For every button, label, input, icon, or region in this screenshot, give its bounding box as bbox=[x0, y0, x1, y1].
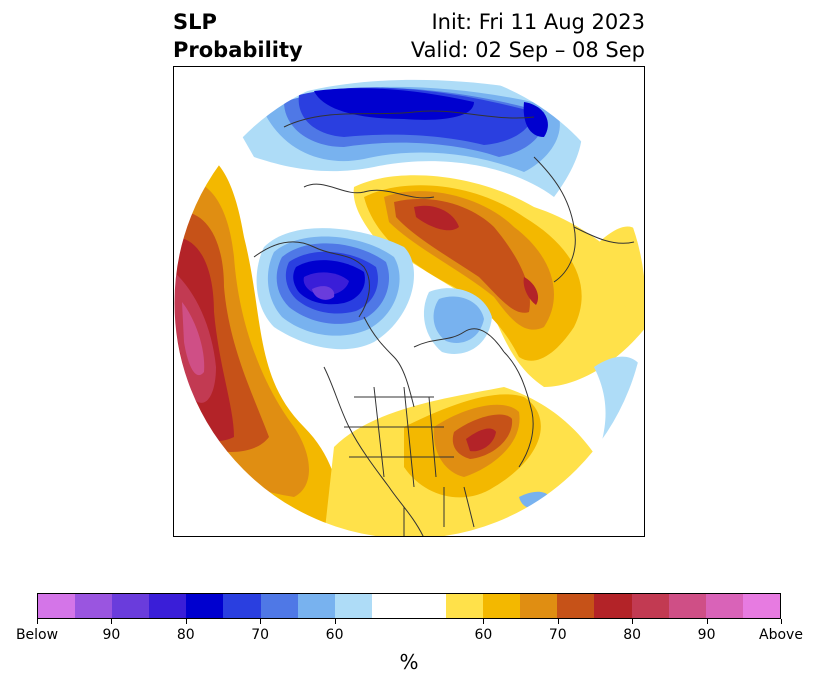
colorbar-tick-mark bbox=[185, 619, 187, 624]
colorbar-segment bbox=[112, 594, 150, 618]
init-date: Init: Fri 11 Aug 2023 bbox=[431, 10, 645, 34]
colorbar-unit-label: % bbox=[399, 650, 419, 674]
shaded-field bbox=[174, 67, 644, 536]
colorbar-segment bbox=[705, 594, 743, 618]
colorbar-segment bbox=[594, 594, 632, 618]
colorbar-tick-label: 70 bbox=[548, 627, 567, 643]
colorbar-tick-mark bbox=[632, 619, 634, 624]
colorbar-segment bbox=[631, 594, 669, 618]
colorbar-tick-mark bbox=[483, 619, 485, 624]
colorbar bbox=[37, 593, 781, 619]
colorbar-tick-label: 80 bbox=[623, 627, 642, 643]
probability-map bbox=[174, 67, 644, 536]
colorbar-tick-label: 90 bbox=[697, 627, 716, 643]
chart-title: SLP Probability bbox=[173, 8, 303, 64]
colorbar-tick-mark bbox=[557, 619, 559, 624]
colorbar-segment bbox=[557, 594, 595, 618]
colorbar-segment bbox=[297, 594, 335, 618]
colorbar-tick-label: 80 bbox=[176, 627, 195, 643]
colorbar-tick-label: Above bbox=[759, 627, 803, 643]
colorbar-segment bbox=[520, 594, 558, 618]
colorbar-tick-label: 60 bbox=[474, 627, 493, 643]
forecast-dates: Init: Fri 11 Aug 2023 Valid: 02 Sep – 08… bbox=[411, 8, 645, 64]
title-line-1: SLP bbox=[173, 10, 217, 34]
colorbar-tick-label: 70 bbox=[251, 627, 270, 643]
colorbar-segment bbox=[260, 594, 298, 618]
colorbar-tick-label: Below bbox=[15, 627, 59, 643]
colorbar-tick-mark bbox=[781, 619, 782, 624]
colorbar-tick-label: 60 bbox=[325, 627, 344, 643]
coastlines bbox=[253, 110, 635, 536]
colorbar-segment bbox=[149, 594, 187, 618]
valid-range: Valid: 02 Sep – 08 Sep bbox=[410, 38, 645, 62]
colorbar-segment bbox=[371, 594, 447, 618]
colorbar-segment bbox=[446, 594, 484, 618]
colorbar-segment bbox=[483, 594, 521, 618]
colorbar-tick-mark bbox=[706, 619, 708, 624]
map-panel bbox=[173, 66, 645, 537]
colorbar-tick-mark bbox=[260, 619, 262, 624]
colorbar-tick-mark bbox=[334, 619, 336, 624]
colorbar-tick-mark bbox=[37, 619, 38, 624]
colorbar-tick-mark bbox=[111, 619, 113, 624]
title-line-2: Probability bbox=[173, 38, 303, 62]
colorbar-segment bbox=[38, 594, 76, 618]
colorbar-segment bbox=[186, 594, 224, 618]
colorbar-segment bbox=[742, 594, 780, 618]
colorbar-segment bbox=[668, 594, 706, 618]
colorbar-segment bbox=[334, 594, 372, 618]
colorbar-segment bbox=[75, 594, 113, 618]
colorbar-tick-label: 90 bbox=[102, 627, 121, 643]
colorbar-segment bbox=[223, 594, 261, 618]
